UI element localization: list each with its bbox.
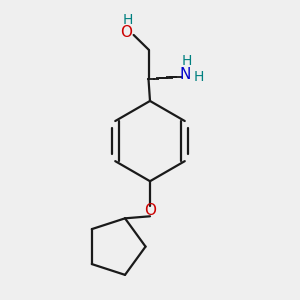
Text: O: O [120,25,132,40]
Text: N: N [180,67,191,82]
Text: H: H [122,13,133,27]
Text: H: H [194,70,204,84]
Text: O: O [144,203,156,218]
Text: H: H [182,54,192,68]
